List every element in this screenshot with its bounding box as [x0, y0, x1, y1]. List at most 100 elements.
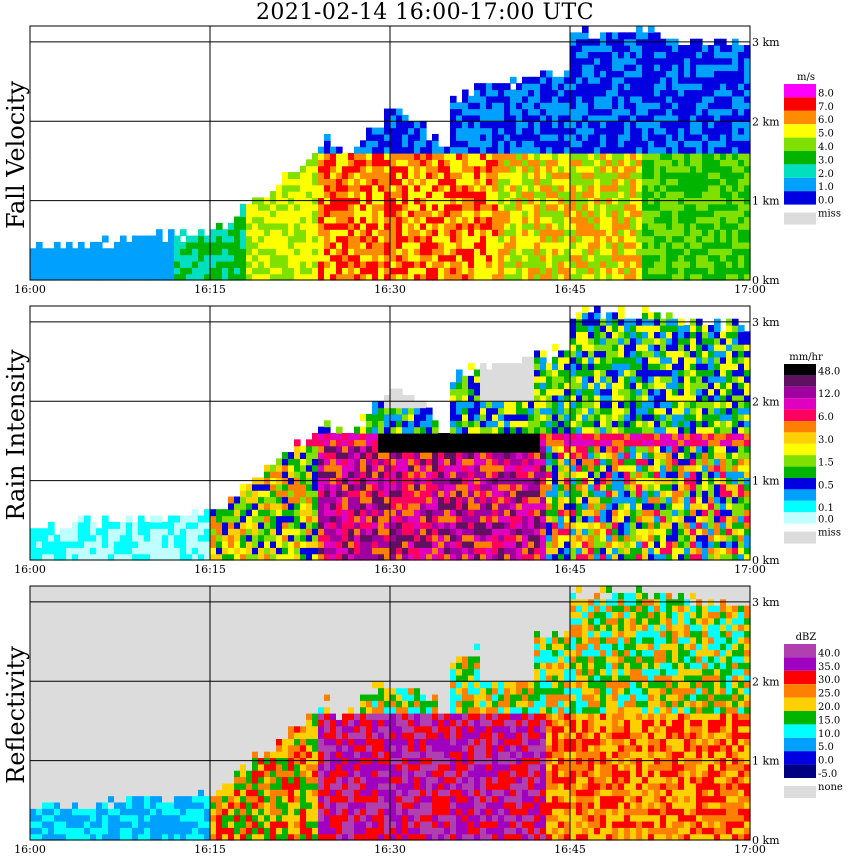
heatmap-cell [312, 483, 319, 491]
heatmap-cell [252, 490, 259, 498]
heatmap-cell [480, 528, 487, 536]
heatmap-cell [378, 515, 385, 523]
heatmap-cell [108, 273, 115, 281]
heatmap-cell [600, 490, 607, 498]
heatmap-cell [324, 528, 331, 536]
heatmap-cell [612, 57, 619, 65]
heatmap-cell [642, 159, 649, 167]
heatmap-cell [456, 375, 463, 383]
heatmap-cell [606, 172, 613, 179]
heatmap-cell [582, 490, 589, 498]
heatmap-cell [414, 165, 421, 173]
heatmap-cell [666, 547, 673, 555]
heatmap-cell [594, 133, 601, 141]
heatmap-cell [648, 540, 655, 548]
heatmap-cell [186, 553, 193, 561]
heatmap-cell [150, 260, 157, 268]
legend-label: 7.0 [818, 102, 834, 113]
legend-label: 3.0 [818, 155, 834, 166]
heatmap-cell [342, 222, 349, 230]
heatmap-cell [648, 407, 655, 415]
heatmap-cell [744, 83, 751, 91]
heatmap-cell [252, 254, 259, 262]
heatmap-cell [702, 248, 709, 256]
heatmap-cell [300, 165, 307, 173]
heatmap-cell [624, 133, 631, 141]
heatmap-cell [630, 420, 637, 428]
heatmap-cell [636, 401, 643, 409]
heatmap-cell [552, 260, 559, 268]
heatmap-cell [384, 553, 391, 561]
heatmap-cell [360, 273, 367, 281]
heatmap-cell [456, 165, 463, 173]
heatmap-cell [510, 241, 517, 249]
heatmap-cell [396, 184, 403, 192]
heatmap-cell [576, 229, 583, 237]
heatmap-cell [432, 191, 439, 199]
heatmap-cell [744, 153, 751, 160]
heatmap-cell [540, 121, 547, 129]
heatmap-cell [450, 203, 457, 211]
heatmap-cell [600, 76, 607, 84]
heatmap-cell [300, 203, 307, 211]
heatmap-cell [672, 172, 679, 179]
heatmap-cell [546, 260, 553, 268]
heatmap-cell [720, 267, 727, 275]
heatmap-cell [654, 254, 661, 262]
heatmap-cell [594, 241, 601, 249]
heatmap-cell [456, 216, 463, 224]
heatmap-cell [678, 127, 685, 135]
heatmap-cell [408, 464, 415, 472]
heatmap-cell [198, 528, 205, 536]
heatmap-cell [534, 433, 541, 440]
heatmap-cell [282, 471, 289, 479]
heatmap-cell [384, 509, 391, 517]
heatmap-cell [486, 521, 493, 529]
heatmap-cell [60, 273, 67, 281]
heatmap-cell [324, 509, 331, 517]
heatmap-cell [582, 439, 589, 447]
heatmap-cell [600, 57, 607, 65]
heatmap-cell [438, 502, 445, 510]
heatmap-cell [474, 426, 481, 434]
legend-swatch [784, 137, 816, 151]
heatmap-cell [408, 528, 415, 536]
heatmap-cell [564, 553, 571, 561]
heatmap-cell [468, 102, 475, 110]
heatmap-cell [276, 229, 283, 237]
heatmap-cell [420, 260, 427, 268]
heatmap-cell [366, 458, 373, 466]
heatmap-cell [732, 95, 739, 103]
heatmap-cell [336, 260, 343, 268]
heatmap-cell [720, 254, 727, 262]
heatmap-cell [570, 254, 577, 262]
heatmap-cell [156, 521, 163, 529]
heatmap-cell [492, 407, 499, 415]
heatmap-cell [402, 458, 409, 466]
heatmap-cell [36, 267, 43, 275]
heatmap-cell [312, 165, 319, 173]
heatmap-cell [198, 521, 205, 529]
heatmap-cell [480, 165, 487, 173]
heatmap-cell [636, 32, 643, 40]
heatmap-cell [396, 445, 403, 453]
heatmap-cell [570, 496, 577, 504]
heatmap-cell [732, 121, 739, 129]
heatmap-cell [630, 464, 637, 472]
heatmap-cell [684, 273, 691, 281]
heatmap-cell [216, 273, 223, 281]
heatmap-cell [492, 241, 499, 249]
heatmap-cell [570, 325, 577, 332]
heatmap-cell [546, 369, 553, 377]
heatmap-cell [348, 229, 355, 237]
heatmap-cell [474, 375, 481, 383]
heatmap-cell [360, 445, 367, 453]
heatmap-cell [582, 70, 589, 78]
heatmap-cell [702, 102, 709, 110]
heatmap-cell [528, 254, 535, 262]
heatmap-cell [492, 452, 499, 459]
heatmap-cell [588, 89, 595, 97]
heatmap-cell [732, 203, 739, 211]
heatmap-cell [276, 254, 283, 262]
heatmap-cell [708, 102, 715, 110]
